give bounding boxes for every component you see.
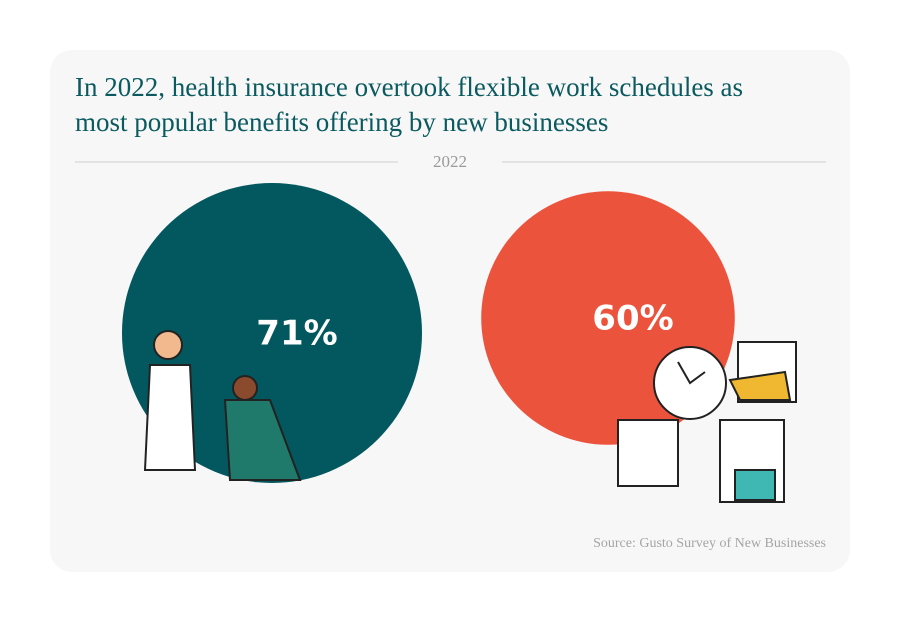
clock-hands xyxy=(677,361,706,385)
value-label: 60% xyxy=(592,299,673,339)
source: Source: Gusto Survey of New Businesses xyxy=(593,536,826,551)
person xyxy=(232,375,258,401)
chart-title: In 2022, health insurance overtook flexi… xyxy=(75,72,744,137)
illustration xyxy=(143,330,797,503)
frame xyxy=(617,419,679,487)
person xyxy=(143,364,197,471)
bubble xyxy=(121,182,423,484)
person xyxy=(223,399,302,481)
person xyxy=(734,469,776,501)
value-label: 71% xyxy=(256,314,337,354)
subtitle: 2022 xyxy=(433,152,467,171)
person xyxy=(728,370,792,401)
person xyxy=(153,330,183,360)
